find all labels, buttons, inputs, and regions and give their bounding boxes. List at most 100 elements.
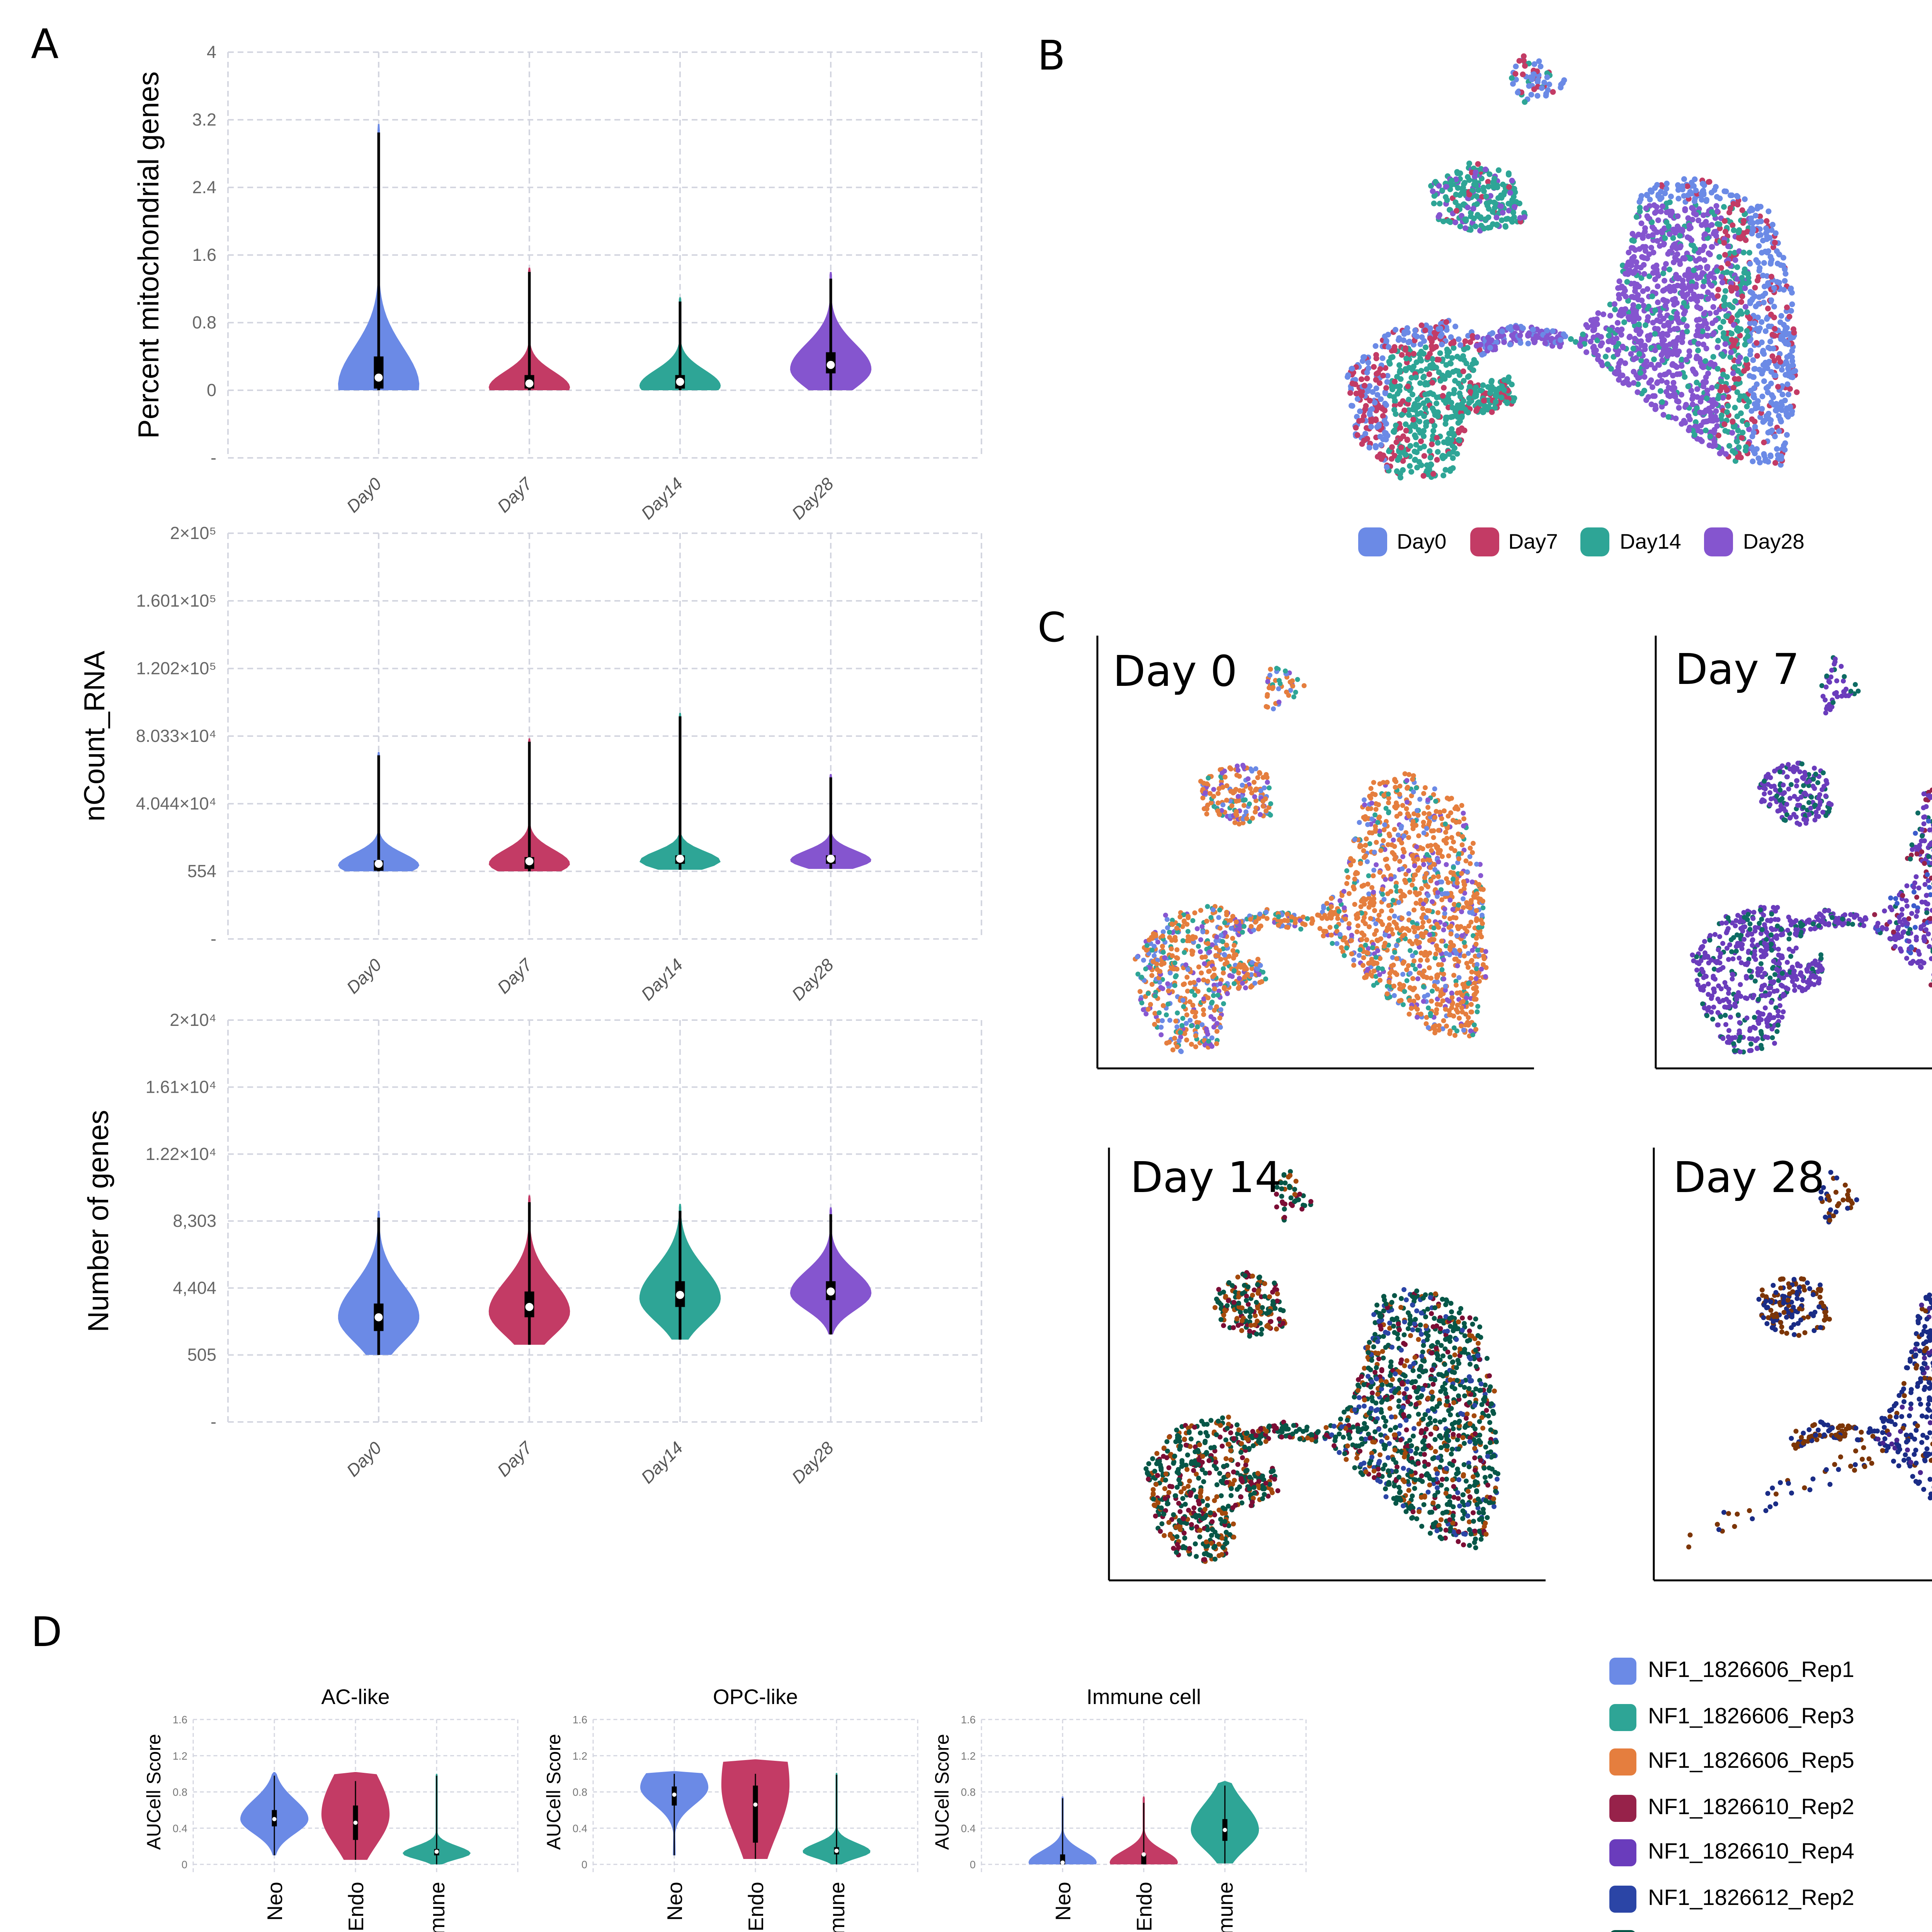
umap-point: [1468, 861, 1473, 866]
umap-point: [1378, 937, 1383, 942]
umap-point: [1384, 857, 1389, 862]
umap-point: [1458, 342, 1463, 348]
umap-point: [1689, 237, 1694, 243]
umap-point: [1470, 206, 1476, 212]
umap-point: [1655, 217, 1661, 223]
umap-point: [1475, 334, 1480, 340]
umap-point: [1421, 428, 1427, 434]
umap-point: [1636, 199, 1643, 205]
umap-point: [1407, 878, 1412, 883]
umap-point: [1463, 944, 1468, 949]
umap-point: [1198, 908, 1203, 913]
umap-point: [1675, 282, 1680, 289]
umap-point: [1365, 387, 1371, 393]
umap-point: [1734, 389, 1740, 395]
y-tick-label: 4.044×10⁴: [136, 794, 216, 813]
umap-point: [1352, 880, 1357, 886]
y-tick-label: -: [211, 1412, 216, 1432]
umap-points: [1345, 53, 1800, 481]
umap-point: [1438, 848, 1443, 853]
umap-point: [1674, 326, 1680, 332]
umap-point: [1283, 668, 1288, 673]
umap-point: [1167, 1018, 1172, 1023]
umap-point: [1517, 201, 1522, 206]
umap-point: [1472, 173, 1478, 180]
umap-point: [1217, 1015, 1223, 1020]
umap-point: [1545, 87, 1551, 93]
umap-point: [1623, 294, 1629, 299]
umap-point: [1448, 870, 1454, 875]
umap-point: [1701, 257, 1708, 263]
umap-point: [1386, 832, 1392, 837]
umap-point: [1407, 998, 1412, 1003]
umap-point: [1695, 275, 1701, 281]
umap-point: [1450, 369, 1456, 375]
umap-point: [1143, 966, 1148, 971]
umap-point: [1485, 335, 1491, 340]
umap-point: [1337, 909, 1342, 914]
umap-point: [1458, 990, 1463, 995]
umap-point: [1531, 71, 1537, 77]
umap-point: [1442, 906, 1447, 912]
umap-point: [1252, 794, 1257, 799]
umap-point: [1468, 1028, 1473, 1034]
umap-point: [1451, 973, 1456, 978]
umap-point: [1200, 795, 1206, 801]
panel-letter-b: B: [1037, 33, 1066, 79]
umap-point: [1466, 1022, 1471, 1028]
umap-point: [1173, 1019, 1179, 1024]
umap-point: [1230, 948, 1236, 953]
umap-point: [1455, 860, 1460, 865]
umap-point: [1389, 963, 1394, 969]
umap-point: [1748, 215, 1754, 221]
umap-point: [1224, 783, 1230, 788]
umap-point: [1349, 381, 1355, 386]
umap-point: [1471, 394, 1478, 400]
umap-point: [1420, 846, 1425, 851]
umap-point: [1373, 955, 1379, 960]
umap-point: [1622, 379, 1628, 385]
umap-point: [1693, 332, 1699, 338]
umap-point: [1155, 957, 1160, 963]
y-tick-label: 0: [207, 380, 216, 400]
umap-point: [1233, 811, 1238, 817]
x-tick-label: Day0: [343, 955, 385, 997]
umap-point: [1373, 377, 1379, 383]
umap-point: [1451, 387, 1457, 393]
umap-point: [1416, 833, 1421, 838]
umap-point: [1451, 943, 1456, 948]
umap-point: [1517, 340, 1524, 346]
legend-swatch: [1704, 527, 1733, 556]
umap-point: [1361, 955, 1366, 960]
umap-point: [1413, 966, 1418, 972]
y-tick-label: -: [211, 448, 216, 468]
umap-point: [1429, 848, 1434, 853]
umap-point: [1252, 780, 1257, 785]
umap-point: [1468, 920, 1474, 925]
umap-point: [1697, 306, 1703, 311]
umap-point: [1248, 985, 1253, 990]
umap-point: [1414, 785, 1419, 791]
umap-point: [1516, 58, 1522, 64]
umap-point: [1414, 844, 1419, 849]
umap-point: [1363, 403, 1369, 409]
umap-point: [1252, 981, 1257, 986]
umap-point: [1765, 360, 1771, 366]
umap-point: [1475, 891, 1480, 896]
umap-point: [1214, 945, 1219, 951]
umap-point: [1591, 348, 1597, 354]
umap-point: [1737, 354, 1743, 361]
umap-point: [1558, 82, 1564, 88]
y-tick-label: 4,404: [173, 1278, 216, 1298]
umap-point: [1389, 444, 1395, 450]
umap-point: [1772, 240, 1778, 246]
umap-point: [1499, 217, 1505, 223]
umap-point: [1422, 994, 1427, 999]
umap-point: [1460, 834, 1465, 839]
umap-point: [1224, 910, 1229, 915]
umap-point: [1768, 259, 1774, 265]
umap-point: [1388, 889, 1393, 894]
umap-point: [1478, 873, 1483, 878]
umap-point: [1211, 794, 1216, 799]
